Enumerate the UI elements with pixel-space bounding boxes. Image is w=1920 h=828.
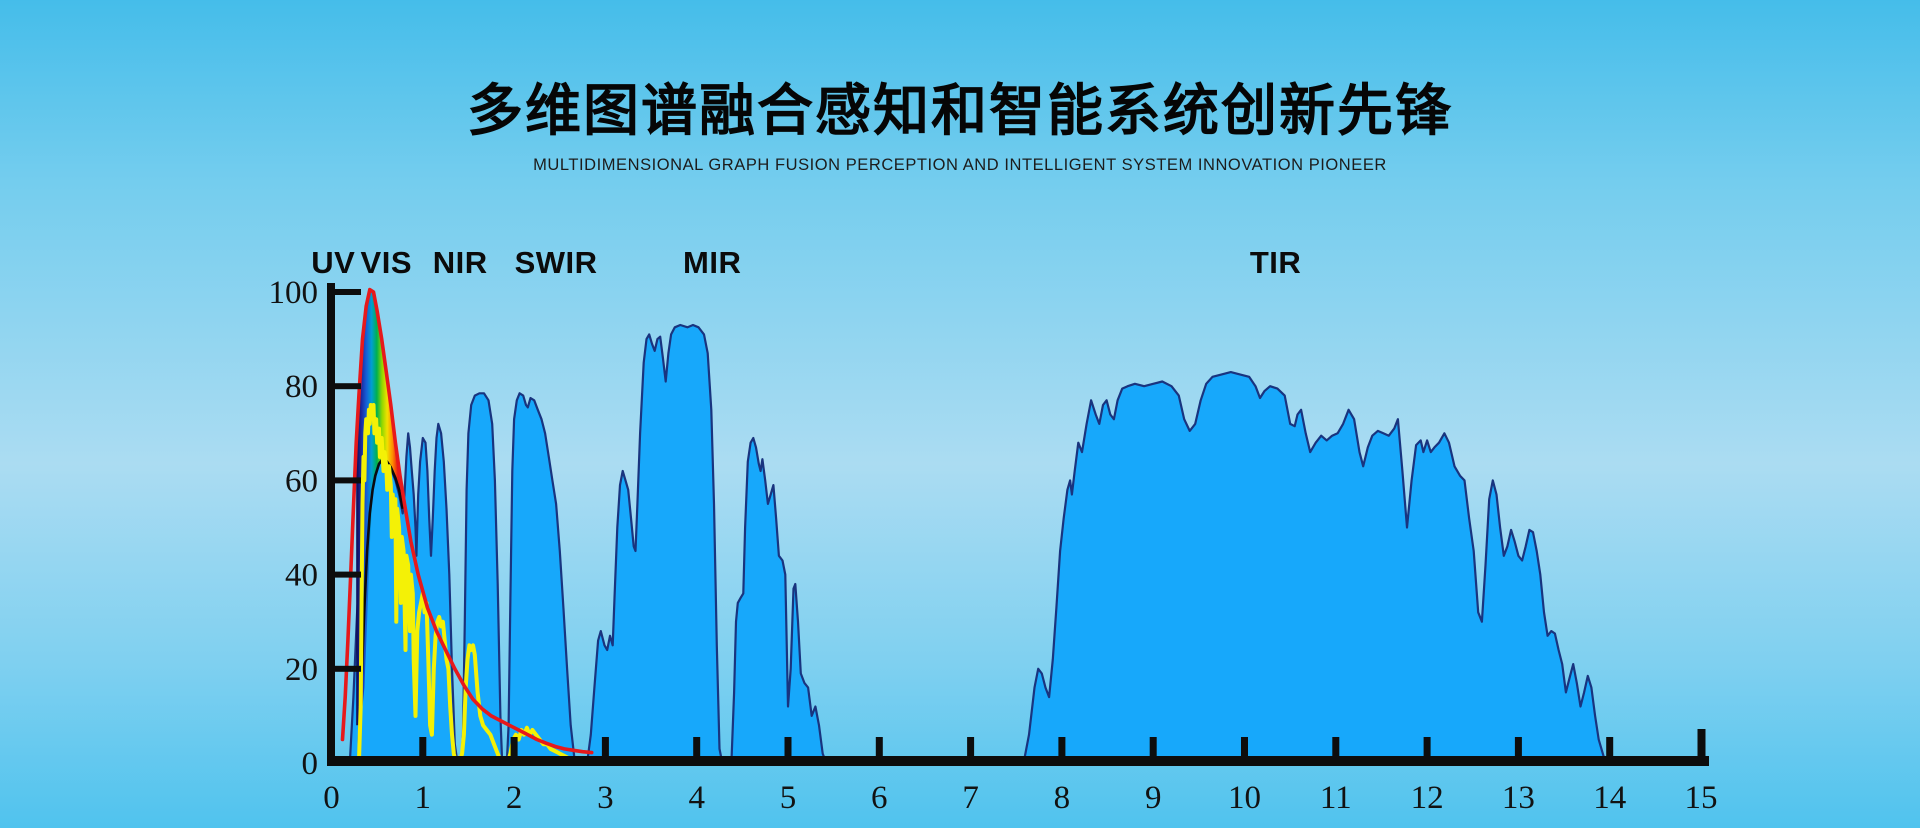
- x-axis-tick: [1606, 737, 1614, 756]
- x-axis-tick-label: 2: [506, 780, 523, 816]
- band-label-mir: MIR: [683, 245, 742, 280]
- x-axis-end-cap: [1697, 729, 1706, 756]
- black-envelope-curve: [357, 457, 404, 745]
- y-axis-tick-label: 100: [269, 275, 319, 311]
- page-subtitle: MULTIDIMENSIONAL GRAPH FUSION PERCEPTION…: [533, 156, 1387, 174]
- x-axis-tick-label: 13: [1502, 780, 1535, 816]
- x-axis-tick: [510, 737, 518, 756]
- y-axis-tick: [335, 665, 361, 672]
- y-axis-tick-label: 0: [302, 746, 319, 782]
- x-axis-tick-label: 8: [1054, 780, 1071, 816]
- x-axis-tick-label: 10: [1228, 780, 1261, 816]
- x-axis-tick-label: 9: [1145, 780, 1162, 816]
- x-axis-tick-label: 4: [688, 780, 705, 816]
- x-axis-tick-label: 14: [1593, 780, 1626, 816]
- atmospheric-transmission-outline: [348, 323, 1611, 765]
- x-axis-tick: [1332, 737, 1340, 756]
- x-axis-tick: [1058, 737, 1066, 756]
- blackbody-red-curve: [340, 287, 594, 755]
- x-axis-tick: [784, 737, 792, 756]
- x-axis-tick-label: 15: [1685, 780, 1718, 816]
- band-label-nir: NIR: [432, 245, 488, 280]
- y-axis-tick: [335, 571, 361, 578]
- x-axis-tick: [1423, 737, 1431, 756]
- x-axis-line: [327, 756, 1709, 766]
- atmospheric-transmission-area: [349, 325, 1610, 763]
- y-axis-tick: [335, 477, 361, 484]
- y-axis-tick-label: 80: [285, 369, 318, 405]
- x-axis-tick: [967, 737, 975, 756]
- x-axis-tick-label: 1: [415, 780, 432, 816]
- x-axis-tick-label: 12: [1411, 780, 1444, 816]
- x-axis-tick: [1241, 737, 1248, 756]
- x-axis-tick: [875, 737, 883, 756]
- x-axis-tick-label: 7: [962, 780, 979, 816]
- x-axis-tick: [693, 737, 701, 756]
- y-axis-line: [327, 283, 335, 765]
- y-axis-tick-label: 20: [285, 652, 318, 688]
- x-axis-tick: [601, 737, 609, 756]
- x-axis-tick: [1149, 737, 1157, 756]
- x-axis-tick-label: 6: [871, 780, 888, 816]
- x-axis-tick-label: 3: [597, 780, 614, 816]
- y-axis-tick-label: 60: [285, 463, 318, 499]
- page-title: 多维图谱融合感知和智能系统创新先锋: [467, 79, 1453, 142]
- y-axis-tick: [335, 289, 361, 295]
- band-label-tir: TIR: [1249, 245, 1302, 280]
- solar-visible-spectrum-gradient: [356, 289, 403, 726]
- solar-spectrum-ground-curve: [356, 403, 582, 765]
- y-axis-tick-label: 40: [285, 558, 318, 594]
- x-axis-tick-label: 0: [323, 780, 340, 816]
- x-axis-tick-label: 5: [780, 780, 797, 816]
- x-axis-tick: [419, 737, 427, 756]
- band-label-vis: VIS: [360, 245, 412, 280]
- x-axis-tick-label: 11: [1320, 780, 1352, 816]
- x-axis-tick: [1514, 737, 1522, 756]
- band-label-swir: SWIR: [514, 245, 598, 280]
- y-axis-tick: [335, 383, 361, 390]
- band-label-uv: UV: [311, 245, 356, 280]
